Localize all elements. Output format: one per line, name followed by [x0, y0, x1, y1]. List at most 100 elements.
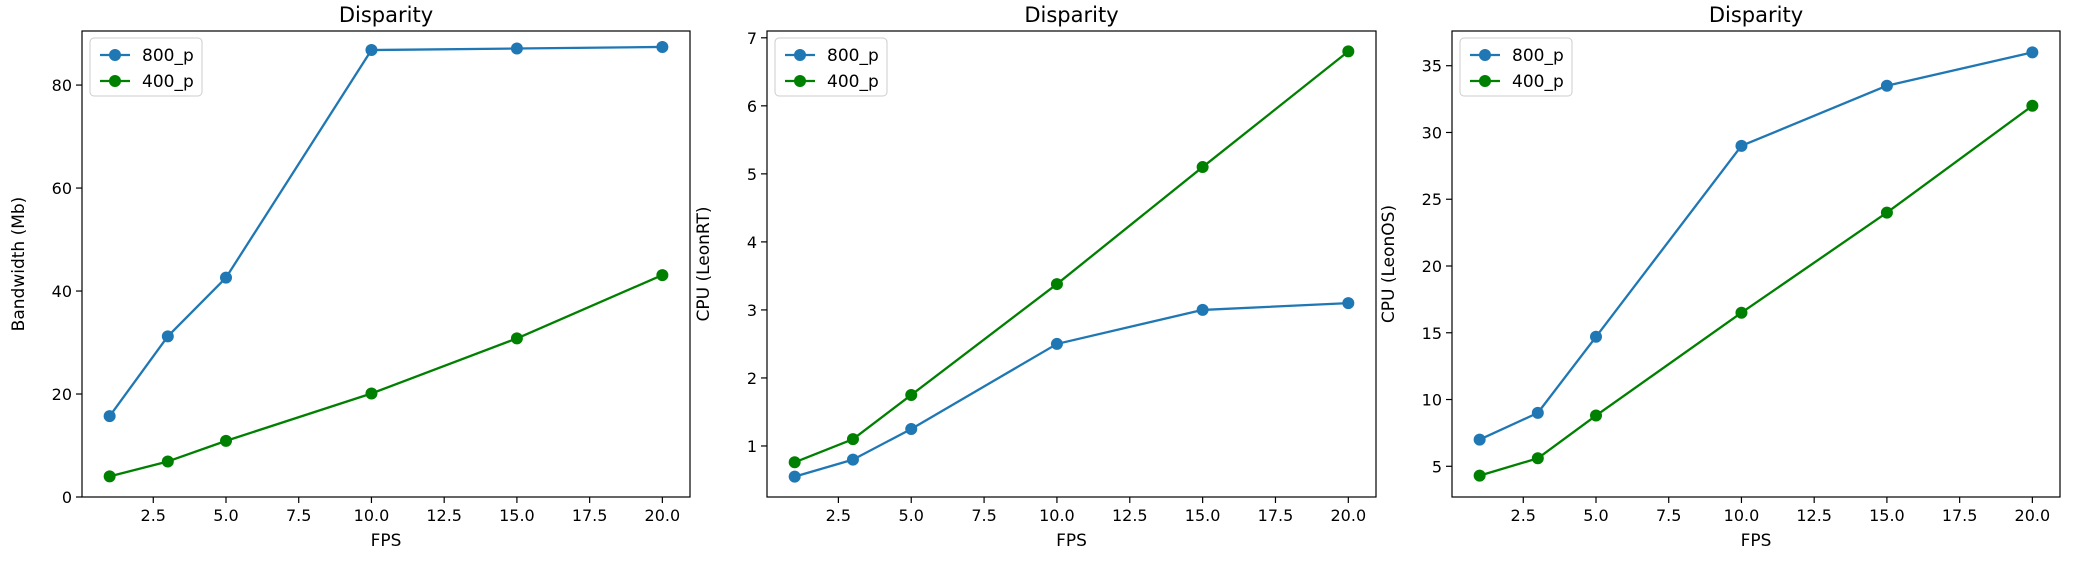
- x-tick-label: 20.0: [2015, 506, 2051, 525]
- legend-marker: [109, 75, 121, 87]
- data-point: [103, 470, 116, 483]
- data-point: [1473, 433, 1486, 446]
- data-point: [1196, 303, 1209, 316]
- y-tick-label: 5: [747, 165, 757, 184]
- data-point: [1590, 330, 1602, 343]
- data-point: [905, 422, 918, 435]
- data-point: [2026, 99, 2039, 112]
- y-tick-label: 15: [1422, 324, 1442, 343]
- x-tick-label: 2.5: [826, 506, 851, 525]
- x-tick-label: 7.5: [286, 506, 311, 525]
- y-tick-label: 30: [1422, 123, 1442, 142]
- x-tick-label: 15.0: [1869, 506, 1905, 525]
- legend-marker: [794, 49, 806, 61]
- data-point: [1473, 469, 1486, 482]
- y-tick-label: 7: [747, 29, 757, 48]
- data-point: [103, 410, 116, 423]
- data-point: [788, 470, 801, 483]
- y-tick-label: 20: [52, 385, 72, 404]
- y-tick-label: 3: [747, 301, 757, 320]
- x-tick-label: 12.5: [1796, 506, 1832, 525]
- data-point: [1050, 337, 1063, 350]
- x-tick-label: 7.5: [1656, 506, 1681, 525]
- subplot-1: Disparity 2.5 5.0 7.5 10.0 12.5 15.0 17.5 20.0 0 2…: [9, 3, 691, 551]
- data-point: [656, 269, 669, 282]
- data-point: [1342, 45, 1355, 58]
- legend-label: 400_p: [827, 72, 879, 92]
- data-point: [220, 434, 232, 447]
- x-axis-label: FPS: [1056, 531, 1087, 551]
- data-point: [161, 330, 174, 343]
- x-axis-label: FPS: [1741, 531, 1772, 551]
- data-point: [1880, 206, 1893, 219]
- series-line-400_p: [109, 274, 663, 478]
- y-tick-label: 1: [747, 437, 757, 456]
- data-point: [1342, 297, 1355, 310]
- legend-marker: [1479, 75, 1491, 87]
- data-point: [220, 271, 232, 284]
- y-tick-label: 2: [747, 369, 757, 388]
- legend-label: 800_p: [827, 46, 879, 66]
- y-tick-label: 60: [52, 179, 72, 198]
- data-point: [1735, 306, 1748, 319]
- chart-title: Disparity: [1024, 3, 1118, 27]
- legend: 800_p 400_p: [89, 37, 203, 97]
- y-axis-label: CPU (LeonRT): [694, 207, 714, 322]
- y-tick-label: 6: [747, 97, 757, 116]
- data-point: [1735, 139, 1748, 152]
- series-line-800_p: [1479, 51, 2033, 441]
- x-tick-label: 20.0: [1331, 506, 1367, 525]
- x-tick-label: 15.0: [499, 506, 535, 525]
- data-point: [656, 40, 669, 53]
- data-point: [905, 388, 918, 401]
- subplot-3: Disparity 2.5 5.0 7.5 10.0 12.5 15.0 17.5 20.0 5 1…: [1379, 3, 2061, 551]
- y-axis-label: CPU (LeonOS): [1379, 205, 1399, 323]
- legend-label: 800_p: [1512, 46, 1564, 66]
- x-tick-label: 5.0: [213, 506, 238, 525]
- data-point: [846, 433, 859, 446]
- data-point: [1880, 79, 1893, 92]
- y-tick-label: 40: [52, 282, 72, 301]
- x-tick-label: 5.0: [1583, 506, 1608, 525]
- y-tick-label: 20: [1422, 257, 1442, 276]
- legend-label: 400_p: [1512, 72, 1564, 92]
- x-tick-label: 7.5: [971, 506, 996, 525]
- chart-title: Disparity: [1709, 3, 1803, 27]
- data-point: [788, 456, 801, 469]
- axes-frame: [766, 30, 1377, 498]
- y-tick-label: 4: [747, 233, 757, 252]
- data-point: [846, 453, 859, 466]
- axes-frame: [1451, 30, 2061, 498]
- x-tick-label: 10.0: [1039, 506, 1075, 525]
- data-point: [1531, 406, 1544, 419]
- x-tick-label: 12.5: [1112, 506, 1148, 525]
- x-tick-label: 17.5: [1942, 506, 1978, 525]
- x-tick-label: 17.5: [572, 506, 608, 525]
- legend-label: 800_p: [142, 46, 194, 66]
- legend-marker: [1479, 49, 1491, 61]
- data-point: [365, 387, 378, 400]
- legend-marker: [109, 49, 121, 61]
- x-axis-label: FPS: [371, 531, 402, 551]
- legend: 800_p 400_p: [774, 37, 888, 97]
- data-point: [2026, 46, 2039, 59]
- x-tick-label: 10.0: [1724, 506, 1760, 525]
- data-point: [1196, 161, 1209, 174]
- axes-frame: [81, 30, 691, 498]
- y-tick-label: 10: [1422, 391, 1442, 410]
- x-tick-label: 17.5: [1258, 506, 1294, 525]
- data-point: [1050, 278, 1063, 291]
- series-line-400_p: [1479, 104, 2034, 477]
- y-tick-label: 5: [1432, 457, 1442, 476]
- x-tick-label: 20.0: [645, 506, 681, 525]
- y-tick-label: 25: [1422, 190, 1442, 209]
- y-axis-label: Bandwidth (Mb): [9, 197, 29, 332]
- chart-title: Disparity: [339, 3, 433, 27]
- x-tick-label: 10.0: [354, 506, 390, 525]
- data-point: [510, 42, 523, 55]
- x-tick-label: 15.0: [1185, 506, 1221, 525]
- data-point: [161, 455, 174, 468]
- y-tick-label: 80: [52, 76, 72, 95]
